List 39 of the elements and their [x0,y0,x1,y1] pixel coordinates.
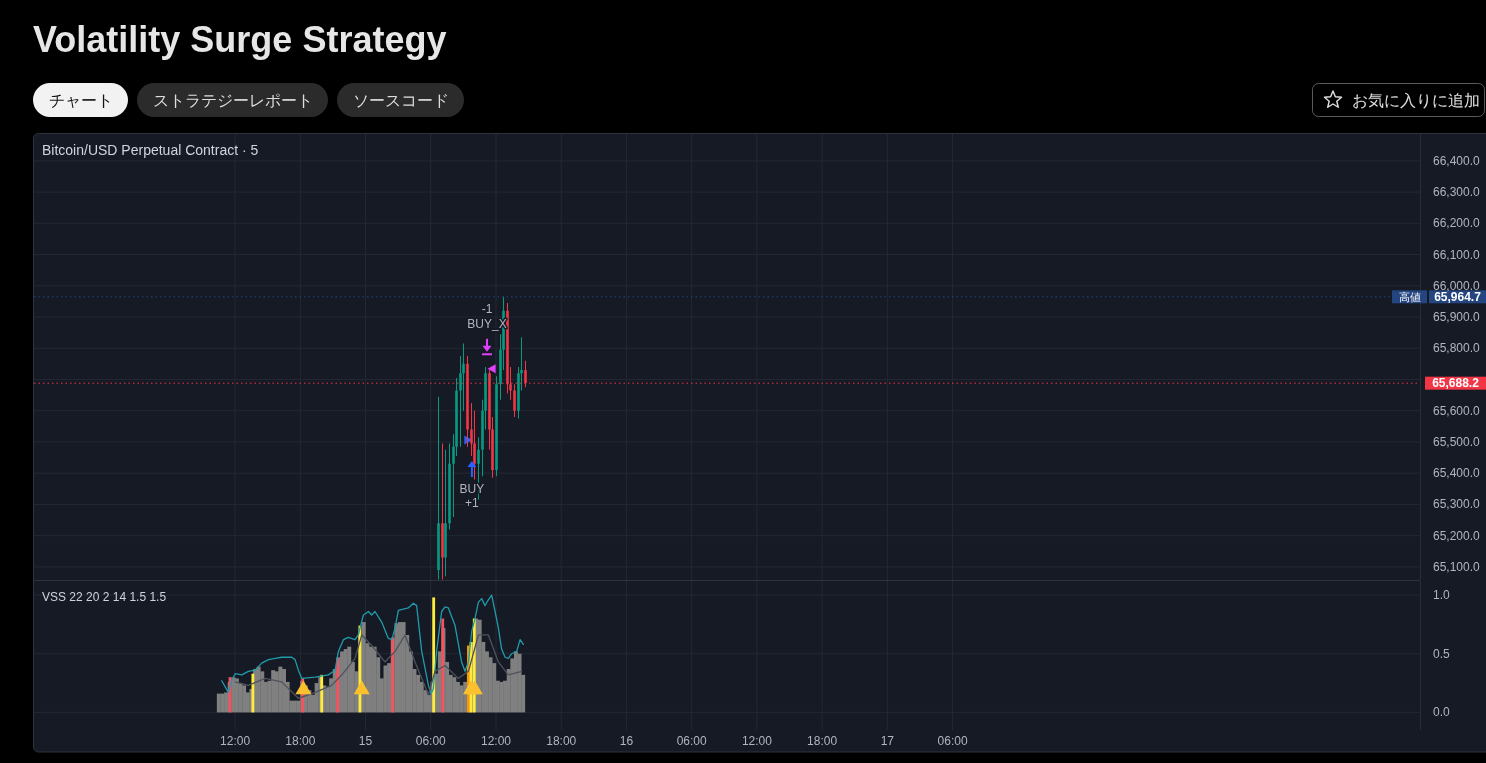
y-tick-label: 65,900.0 [1433,310,1481,325]
y-tick-label: 0.5 [1433,646,1451,661]
y-tick-label: 1.0 [1433,588,1451,603]
x-tick-label: 18:00 [546,734,577,748]
y-tick-label: 66,000.0 [1433,278,1481,293]
x-tick-label: 06:00 [415,734,447,748]
tab-button[interactable]: ストラテジーレポート [137,83,328,117]
x-tick-label: 18:00 [807,734,838,748]
x-tick-label: 12:00 [741,734,773,748]
candlestick [437,396,440,580]
x-tick-label: 12:00 [480,734,512,748]
y-tick-label: 65,500.0 [1433,434,1481,449]
x-tick-label: 18:00 [285,734,316,748]
y-tick-label: 65,100.0 [1433,559,1481,574]
x-tick-label: 17 [880,734,895,748]
text: Bitcoin/USD Perpetual Contract · 5 [42,142,259,158]
y-tick-label: 66,100.0 [1433,247,1481,262]
x-tick-label: 15 [358,734,373,748]
y-tick-label: 66,300.0 [1433,185,1481,200]
x-tick-label: 16 [619,734,634,748]
y-tick-label: 65,800.0 [1433,341,1481,356]
y-tick-label: 65,200.0 [1433,528,1481,543]
candlestick [441,443,444,580]
tab-button[interactable]: ソースコード [337,83,464,117]
candlestick [444,449,447,577]
ref-line-label: 65,688.2 [1432,376,1480,391]
x-tick-label: 06:00 [937,734,968,748]
y-tick-label: 65,300.0 [1433,497,1481,512]
tab-button[interactable]: チャート [33,83,128,117]
text: VSS 22 20 2 14 1.5 1.5 [42,590,167,604]
text: Volatility Surge Strategy [33,19,447,60]
y-tick-label: 65,400.0 [1433,466,1481,481]
y-tick-label: 66,400.0 [1433,153,1481,168]
favorite-button[interactable]: お気に入りに追加 [1312,83,1485,117]
y-tick-label: 0.0 [1433,705,1451,720]
y-tick-label: 66,200.0 [1433,216,1481,231]
y-tick-label: 65,600.0 [1433,403,1481,418]
x-tick-label: 12:00 [220,734,251,748]
x-tick-label: 06:00 [676,734,708,748]
